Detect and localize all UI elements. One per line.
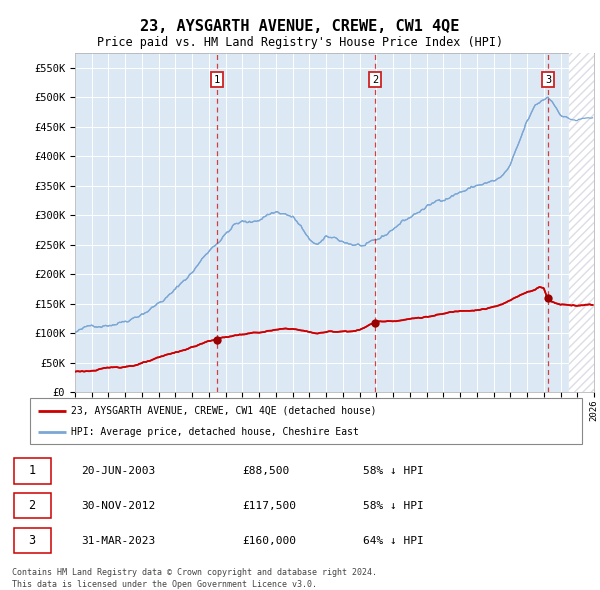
Text: This data is licensed under the Open Government Licence v3.0.: This data is licensed under the Open Gov…	[12, 579, 317, 589]
Text: 31-MAR-2023: 31-MAR-2023	[81, 536, 155, 546]
Text: 3: 3	[29, 535, 36, 548]
Text: 1: 1	[29, 464, 36, 477]
Text: 64% ↓ HPI: 64% ↓ HPI	[364, 536, 424, 546]
Text: £117,500: £117,500	[242, 501, 296, 511]
Text: Contains HM Land Registry data © Crown copyright and database right 2024.: Contains HM Land Registry data © Crown c…	[12, 568, 377, 577]
Text: 23, AYSGARTH AVENUE, CREWE, CW1 4QE (detached house): 23, AYSGARTH AVENUE, CREWE, CW1 4QE (det…	[71, 405, 377, 415]
Text: 20-JUN-2003: 20-JUN-2003	[81, 466, 155, 476]
Text: 2: 2	[372, 75, 378, 84]
Text: 58% ↓ HPI: 58% ↓ HPI	[364, 466, 424, 476]
Bar	[569, 53, 594, 392]
Text: 2: 2	[29, 499, 36, 513]
Text: Price paid vs. HM Land Registry's House Price Index (HPI): Price paid vs. HM Land Registry's House …	[97, 36, 503, 49]
Text: £88,500: £88,500	[242, 466, 290, 476]
Text: HPI: Average price, detached house, Cheshire East: HPI: Average price, detached house, Ches…	[71, 427, 359, 437]
Text: 23, AYSGARTH AVENUE, CREWE, CW1 4QE: 23, AYSGARTH AVENUE, CREWE, CW1 4QE	[140, 19, 460, 34]
Text: 58% ↓ HPI: 58% ↓ HPI	[364, 501, 424, 511]
FancyBboxPatch shape	[14, 528, 51, 553]
Text: £160,000: £160,000	[242, 536, 296, 546]
FancyBboxPatch shape	[30, 398, 582, 444]
Text: 30-NOV-2012: 30-NOV-2012	[81, 501, 155, 511]
Text: 3: 3	[545, 75, 551, 84]
Text: 1: 1	[214, 75, 220, 84]
FancyBboxPatch shape	[14, 493, 51, 519]
FancyBboxPatch shape	[14, 458, 51, 484]
Bar	[569, 53, 594, 392]
